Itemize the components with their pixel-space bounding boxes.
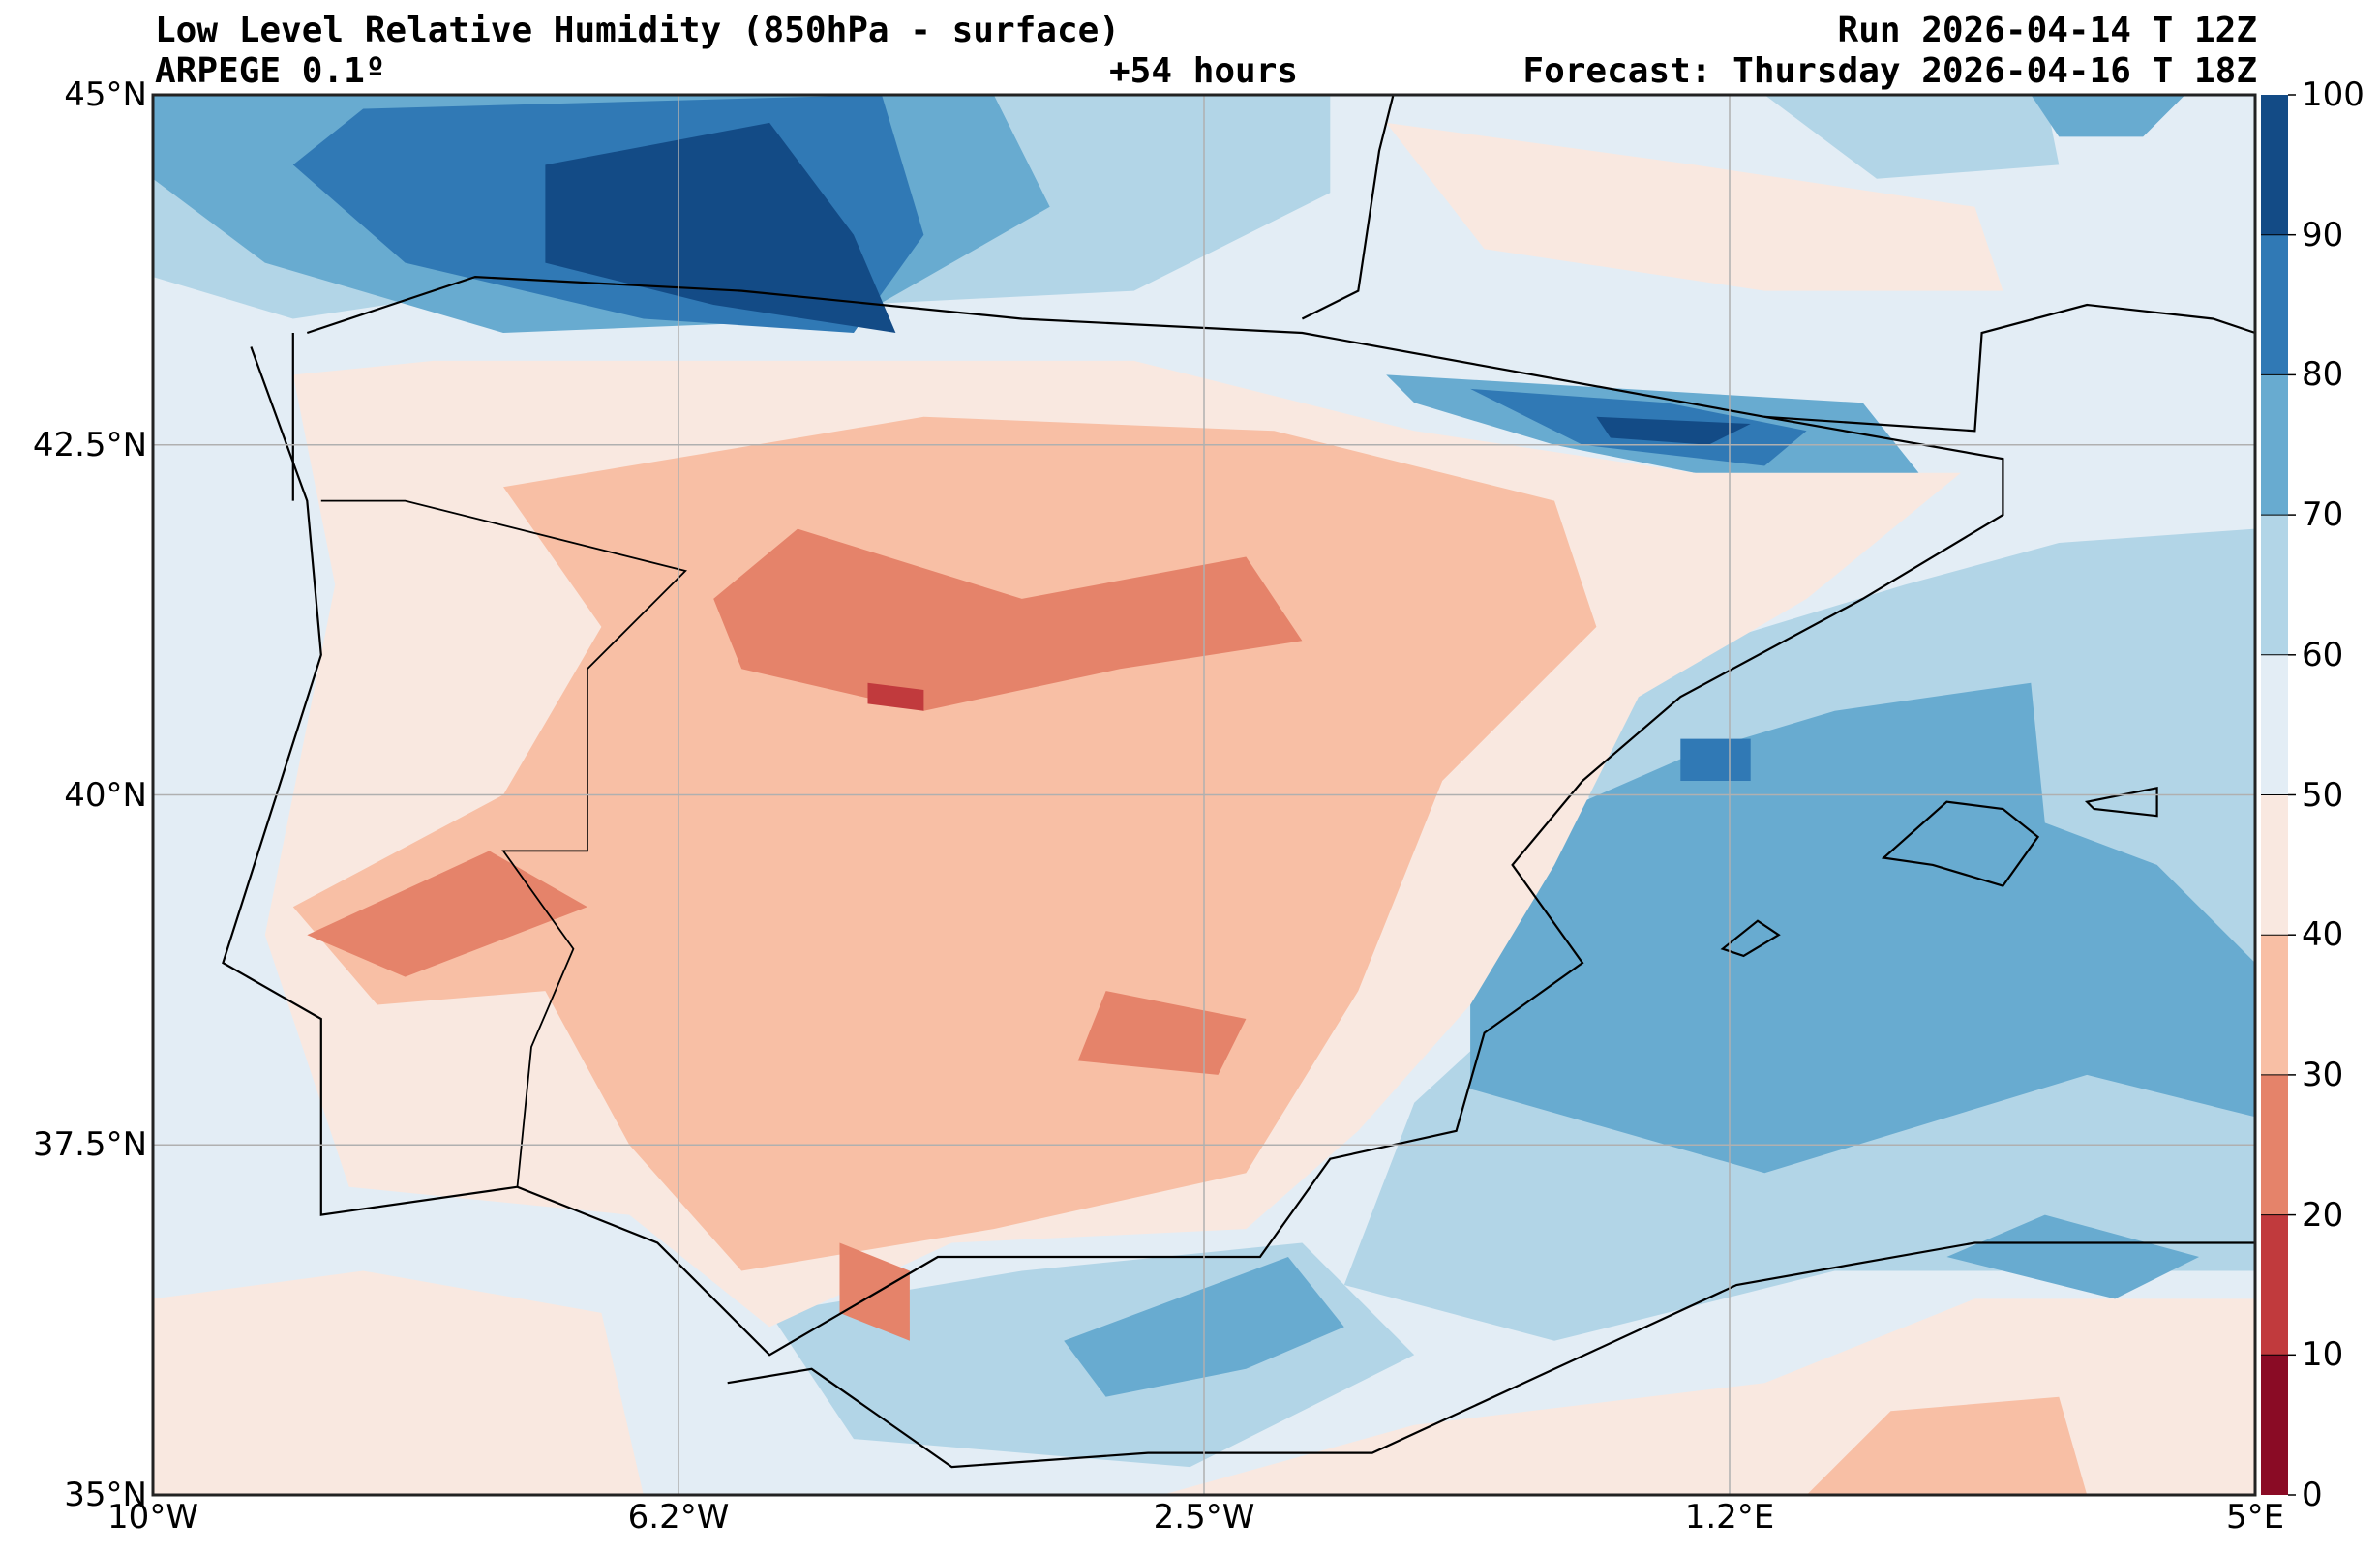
colorbar-segment: [2261, 1074, 2288, 1215]
tick-label: 50: [2302, 775, 2344, 815]
field-70-80-africa: [1946, 1214, 2200, 1299]
tick-label: 1.2°E: [1684, 1498, 1775, 1537]
tick-label: 0: [2302, 1476, 2323, 1514]
tick-label: 10: [2302, 1335, 2344, 1375]
balearic-island-0: [1881, 800, 2040, 887]
field-20-30-cadiz: [839, 1242, 910, 1341]
iberia-coastline: [222, 275, 2004, 1357]
tick-label: 40°N: [64, 775, 147, 815]
field-10-20: [867, 682, 924, 711]
lead-time-label: +54 hours: [1109, 51, 1299, 91]
field-70-80-med: [1470, 682, 2255, 1174]
tick-label: 6.2°W: [627, 1498, 730, 1537]
plot-frame: [151, 93, 2257, 1497]
tick-label: 45°N: [64, 75, 147, 114]
field-40-50-atlantic: [153, 1270, 644, 1495]
field-60-70-france: [1764, 95, 2060, 179]
model-label: ARPEGE 0.1º: [155, 51, 386, 91]
colorbar-segment: [2261, 935, 2288, 1075]
morocco-algeria-border: [1302, 1494, 1304, 1495]
tick-label: 70: [2302, 495, 2344, 535]
balearic-island-1: [1720, 919, 1781, 958]
field-20-30-portugal: [307, 851, 587, 977]
chart-title: Low Level Relative Humidity (850hPa - su…: [155, 11, 1120, 50]
colorbar-segment: [2261, 234, 2288, 375]
run-label: Run 2026-04-14 T 12Z: [1837, 11, 2257, 50]
field-80-90-med: [1680, 738, 1751, 781]
tick-label: 35°N: [64, 1476, 147, 1514]
spain-portugal-border: [320, 499, 687, 1187]
tick-label: 100: [2302, 75, 2365, 114]
colorbar-segment: [2261, 515, 2288, 655]
colorbar-segment: [2261, 374, 2288, 516]
balearic-island-2: [2084, 786, 2158, 818]
field-90-100-biscay: [545, 122, 896, 334]
tick-label: 5°E: [2225, 1498, 2285, 1537]
forecast-label: Forecast: Thursday 2026-04-16 T 18Z: [1522, 51, 2257, 91]
france-atlantic-coastline: [1301, 95, 1395, 320]
colorbar-segment: [2261, 794, 2288, 936]
tick-label: 2.5°W: [1153, 1498, 1255, 1537]
field-90-100-pyrenees: [1596, 416, 1751, 445]
field-70-80-france: [2031, 95, 2185, 137]
france-mediterranean-coastline: [1764, 303, 2255, 433]
field-40-50-france: [1386, 122, 2003, 291]
field-30-40-africa: [1806, 1396, 2088, 1495]
colorbar-segment: [2261, 1355, 2288, 1495]
colorbar-segment: [2261, 654, 2288, 795]
tick-label: 60: [2302, 635, 2344, 674]
tick-label: 20: [2302, 1195, 2344, 1235]
tick-label: 10°W: [107, 1498, 198, 1537]
north-africa-coastline: [727, 1241, 2255, 1469]
tick-label: 37.5°N: [32, 1125, 147, 1165]
colorbar-segment: [2261, 95, 2288, 235]
field-20-30-north: [713, 528, 1303, 711]
colorbar-segment: [2261, 1214, 2288, 1356]
tick-label: 80: [2302, 355, 2344, 395]
tick-label: 40: [2302, 915, 2344, 955]
tick-label: 30: [2302, 1055, 2344, 1094]
tick-label: 90: [2302, 215, 2344, 254]
tick-label: 42.5°N: [32, 425, 147, 464]
